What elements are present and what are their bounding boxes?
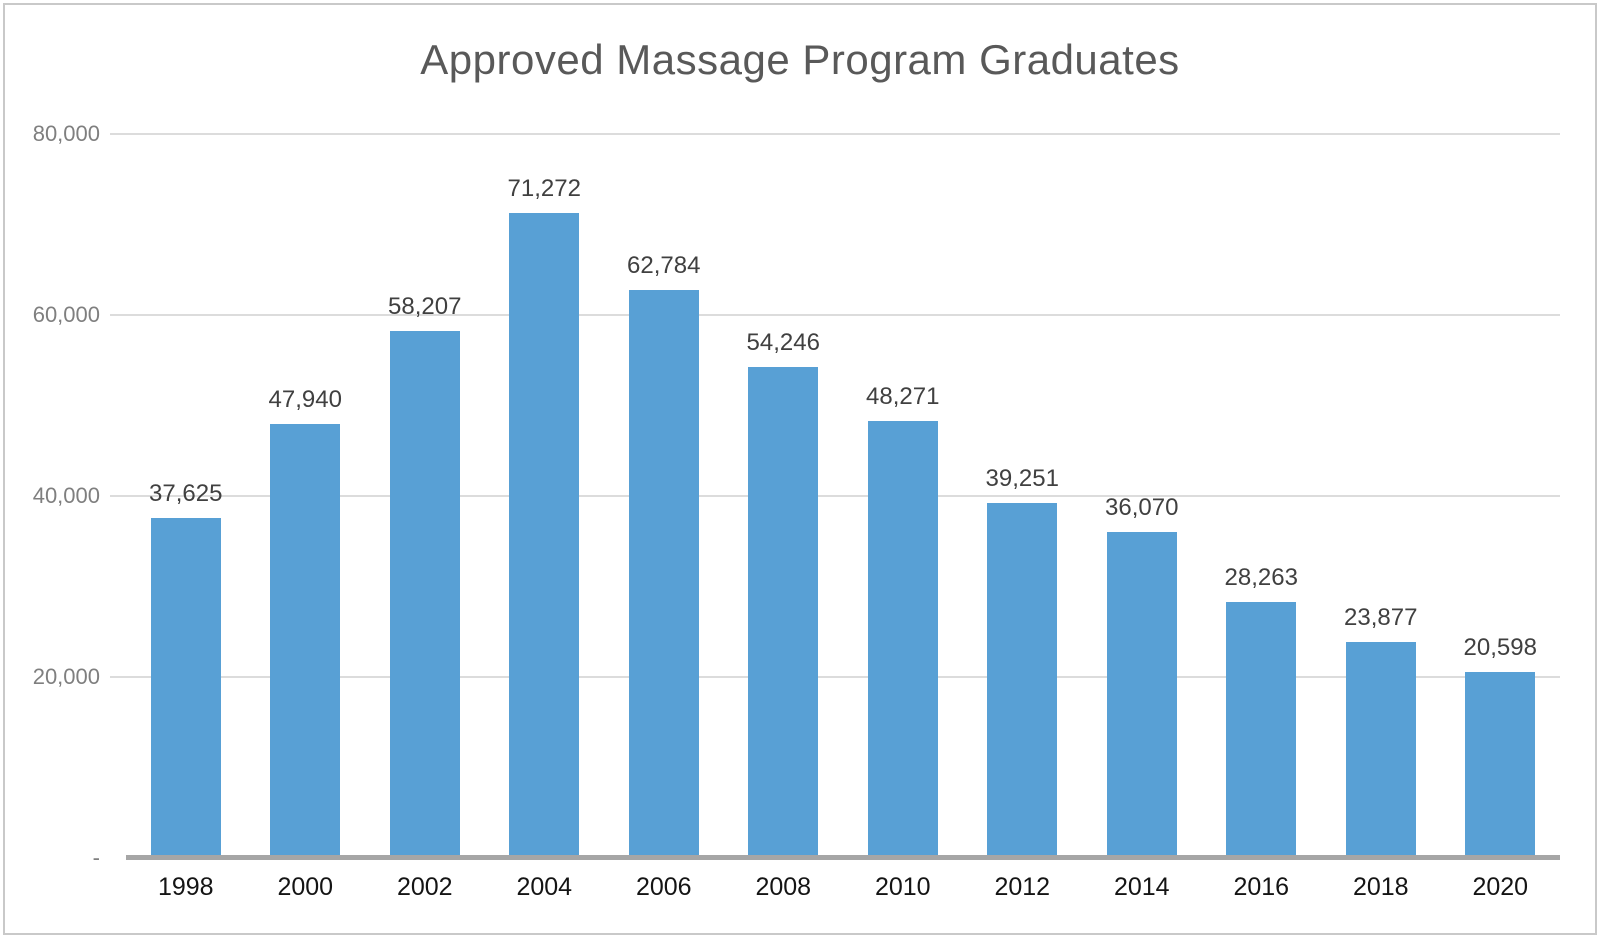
- category-cell: 71,272 2004: [485, 134, 605, 901]
- bar: [748, 367, 819, 858]
- bar: [867, 421, 938, 858]
- category-cell: 54,246 2008: [724, 134, 844, 901]
- x-axis-category-label: 2012: [994, 873, 1051, 901]
- y-axis-tick-label: 20,000: [32, 664, 100, 689]
- category-cell: 62,784 2006: [604, 134, 724, 901]
- x-axis-category-label: 2010: [874, 873, 931, 901]
- y-axis-tick-label: -: [92, 845, 100, 870]
- bar: [1465, 671, 1536, 858]
- bars-container: 37,625 1998 47,940 2000 58,207 2002 71,272 2004…: [126, 134, 1561, 902]
- category-cell: 47,940 2000: [246, 134, 366, 901]
- bar: [628, 289, 699, 858]
- bar-value-label: 20,598: [1463, 633, 1537, 661]
- chart-title: Approved Massage Program Graduates: [420, 36, 1180, 83]
- gridline: [110, 314, 1560, 316]
- bar-value-label: 62,784: [627, 251, 701, 279]
- bar: [270, 424, 341, 858]
- category-cell: 39,251 2012: [963, 134, 1083, 901]
- bar-value-label: 36,070: [1105, 493, 1179, 521]
- x-axis-category-label: 2020: [1472, 873, 1529, 901]
- x-axis-category-label: 2002: [396, 873, 453, 901]
- bar-value-label: 28,263: [1224, 564, 1298, 592]
- bar: [987, 502, 1058, 858]
- bar-value-label: 37,625: [149, 479, 223, 507]
- gridline: [110, 133, 1560, 135]
- bar: [509, 213, 580, 858]
- bar: [1226, 602, 1297, 858]
- bar-value-label: 58,207: [388, 293, 462, 321]
- bar: [389, 331, 460, 858]
- x-axis-category-label: 2014: [1113, 873, 1170, 901]
- category-cell: 28,263 2016: [1202, 134, 1322, 901]
- category-cell: 36,070 2014: [1082, 134, 1202, 901]
- bar-value-label: 39,251: [985, 464, 1059, 492]
- x-axis-category-label: 2004: [516, 873, 573, 901]
- y-axis-tick-label: 80,000: [32, 121, 100, 146]
- bar-value-label: 54,246: [746, 329, 820, 357]
- category-cell: 58,207 2002: [365, 134, 485, 901]
- y-axis-tick-label: 40,000: [32, 483, 100, 508]
- plot-area: 37,625 1998 47,940 2000 58,207 2002 71,272 2004…: [110, 133, 1561, 902]
- gridline: [110, 495, 1560, 497]
- category-cell: 48,271 2010: [843, 134, 963, 901]
- x-axis-line: [126, 855, 1560, 860]
- category-cell: 20,598 2020: [1441, 134, 1561, 901]
- bar-value-label: 23,877: [1344, 603, 1418, 631]
- y-axis: 80,000 60,000 40,000 20,000 -: [0, 0, 100, 938]
- bar-value-label: 71,272: [507, 175, 581, 202]
- x-axis-category-label: 2016: [1233, 873, 1290, 901]
- bar: [1106, 531, 1177, 858]
- x-axis-category-label: 1998: [157, 873, 214, 901]
- x-axis-category-label: 2008: [755, 873, 812, 901]
- bar-value-label: 47,940: [268, 386, 342, 414]
- bar: [150, 517, 221, 858]
- x-axis-category-label: 2018: [1352, 873, 1409, 901]
- bar: [1345, 641, 1416, 858]
- category-cell: 37,625 1998: [126, 134, 246, 902]
- x-axis-category-label: 2006: [635, 873, 692, 901]
- bar-value-label: 48,271: [866, 383, 940, 411]
- gridline: [110, 676, 1560, 678]
- x-axis-category-label: 2000: [277, 873, 334, 901]
- y-axis-tick-label: 60,000: [32, 302, 100, 327]
- category-cell: 23,877 2018: [1321, 134, 1441, 901]
